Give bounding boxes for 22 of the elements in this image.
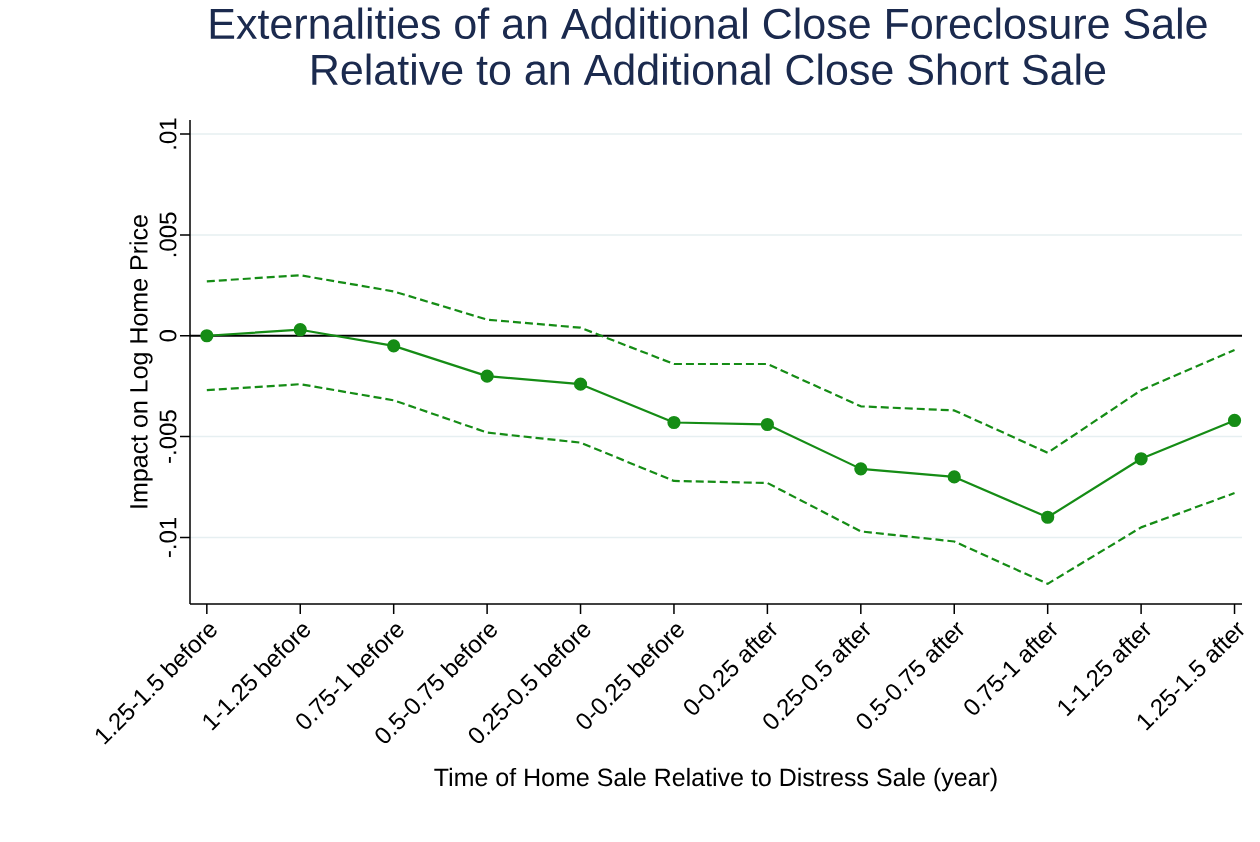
point (573, 377, 588, 391)
y-tick-label: 0 (159, 330, 177, 342)
point (1227, 413, 1242, 428)
chart-title: Externalities of an Additional Close Foreclosure Sale Relative to an Additional Close Short Sale (210, 7, 1207, 86)
point (947, 470, 961, 484)
point (1041, 510, 1055, 524)
y-tick-label: .01 (159, 118, 177, 149)
y-tick-label: .005 (159, 212, 177, 257)
y-tick-label: -.01 (159, 517, 177, 558)
y-tick-label: -.005 (159, 410, 177, 463)
point (293, 323, 307, 337)
point (854, 462, 868, 476)
line-series (205, 274, 1236, 454)
point (667, 415, 681, 430)
point (200, 329, 214, 343)
y-axis-title: Impact on Log Home Price (129, 215, 153, 508)
point (387, 339, 401, 353)
point (1134, 452, 1148, 466)
point (760, 417, 774, 432)
line-series (205, 383, 1236, 585)
point (480, 369, 494, 383)
x-axis-title: Time of Home Sale Relative to Distress Sale (year) (434, 767, 997, 792)
